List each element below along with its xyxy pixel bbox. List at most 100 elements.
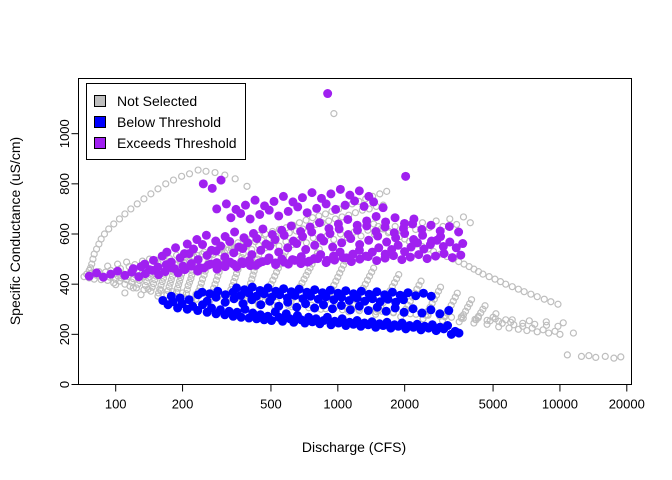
- data-point: [90, 250, 98, 258]
- data-point: [115, 215, 124, 223]
- data-point: [286, 287, 296, 297]
- data-point: [393, 240, 403, 250]
- data-points-layer: [80, 89, 625, 362]
- data-point: [193, 255, 203, 265]
- data-point: [454, 227, 464, 237]
- data-point: [338, 253, 348, 263]
- data-point: [175, 293, 185, 303]
- data-point: [212, 258, 222, 268]
- plot-frame: [78, 78, 632, 385]
- data-point: [439, 249, 449, 259]
- data-point: [340, 200, 350, 210]
- data-point: [252, 234, 262, 244]
- data-point: [400, 247, 410, 257]
- data-point: [195, 263, 205, 273]
- data-point: [403, 288, 413, 298]
- data-point: [380, 290, 390, 300]
- data-point: [519, 319, 527, 327]
- data-point: [336, 300, 346, 310]
- data-point: [466, 219, 474, 227]
- data-point: [491, 315, 499, 323]
- data-point: [226, 213, 236, 223]
- x-tick-label: 100: [105, 397, 127, 412]
- data-point: [391, 297, 401, 307]
- data-point: [211, 168, 219, 177]
- data-point: [220, 252, 230, 262]
- data-point: [397, 255, 407, 265]
- data-point: [315, 212, 323, 220]
- data-point: [166, 291, 176, 301]
- data-point: [149, 280, 158, 288]
- data-point: [372, 287, 382, 297]
- data-point: [355, 240, 365, 250]
- data-point: [176, 277, 184, 285]
- data-point: [592, 353, 600, 362]
- data-point: [352, 225, 362, 235]
- data-point: [467, 296, 476, 304]
- x-axis-title: Discharge (CFS): [302, 439, 406, 455]
- data-point: [363, 252, 373, 262]
- data-point: [262, 256, 272, 266]
- data-point: [351, 209, 359, 217]
- data-point: [154, 292, 162, 300]
- data-point: [447, 313, 456, 321]
- data-point: [327, 304, 337, 314]
- data-point: [154, 185, 162, 193]
- y-axis: 0 200 400 600 800 1000: [57, 119, 79, 388]
- data-point: [435, 309, 445, 319]
- data-point: [302, 216, 310, 224]
- data-point: [317, 288, 327, 298]
- data-point: [274, 247, 284, 257]
- y-tick-label: 0: [57, 381, 72, 388]
- series-below-threshold: [158, 282, 464, 339]
- data-point: [169, 176, 178, 184]
- data-point: [283, 243, 293, 253]
- data-point: [123, 258, 131, 266]
- legend-label-below-threshold: Below Threshold: [117, 113, 222, 130]
- data-point: [378, 203, 388, 213]
- data-point: [426, 220, 436, 230]
- legend-swatch-exceeds-threshold: [94, 136, 106, 149]
- data-point: [326, 189, 336, 199]
- data-point: [540, 295, 548, 303]
- data-point: [316, 233, 326, 243]
- data-point: [408, 304, 418, 314]
- data-point: [459, 311, 468, 319]
- data-point: [258, 224, 268, 234]
- data-point: [417, 277, 425, 285]
- data-point: [296, 252, 306, 262]
- data-point: [220, 297, 230, 307]
- data-point: [250, 195, 260, 205]
- data-point: [238, 299, 248, 309]
- data-point: [256, 245, 266, 255]
- data-point: [100, 230, 109, 238]
- data-point: [356, 286, 366, 296]
- data-point: [345, 305, 355, 315]
- data-point: [89, 255, 97, 263]
- data-point: [174, 284, 182, 292]
- data-point: [453, 220, 461, 229]
- data-point: [166, 279, 174, 287]
- data-point: [207, 245, 217, 255]
- data-point: [203, 260, 213, 270]
- data-point: [325, 229, 335, 239]
- data-point: [422, 254, 432, 264]
- data-point: [577, 352, 586, 361]
- data-point: [194, 166, 202, 174]
- data-point: [617, 353, 625, 361]
- data-point: [331, 204, 341, 214]
- data-point: [296, 259, 306, 269]
- data-point: [451, 243, 461, 253]
- data-point: [426, 305, 436, 315]
- data-point: [321, 210, 330, 218]
- data-point: [113, 266, 123, 276]
- data-point: [147, 190, 155, 198]
- data-point: [279, 284, 289, 294]
- data-point: [371, 227, 381, 236]
- data-point: [382, 237, 392, 247]
- data-point: [269, 276, 277, 284]
- data-point: [301, 245, 311, 255]
- data-point: [239, 285, 249, 295]
- data-point: [363, 306, 373, 316]
